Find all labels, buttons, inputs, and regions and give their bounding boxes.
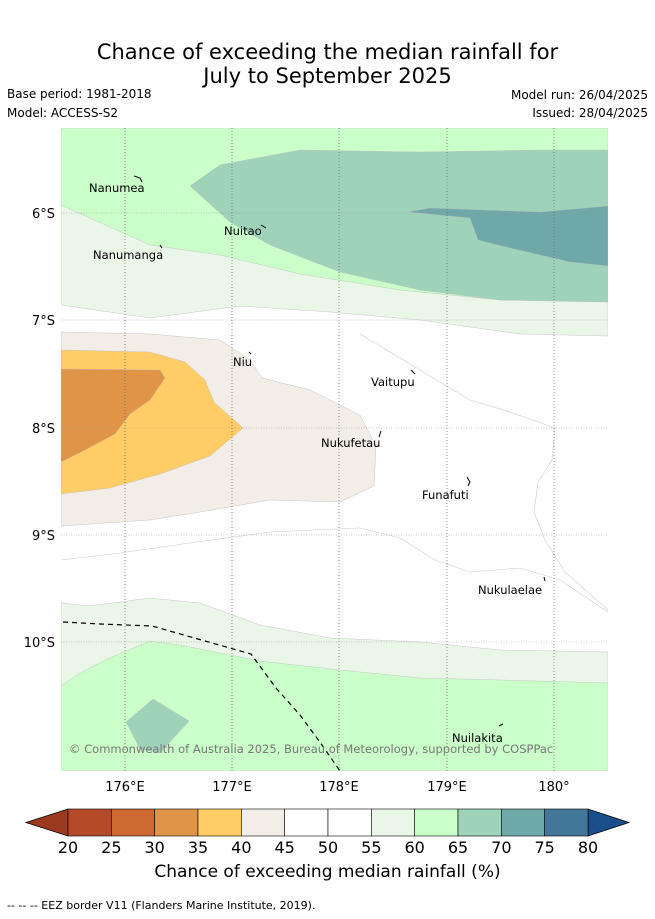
label-funafuti: Funafuti — [422, 488, 469, 502]
lon-tick-177e: 177°E — [212, 780, 252, 795]
zone-65-70-south — [125, 698, 190, 754]
label-nuitao: Nuitao — [224, 224, 262, 238]
colorbar-tick-label: 65 — [448, 838, 468, 857]
eez-footnote: -- -- -- EEZ border V11 (Flanders Marine… — [7, 899, 316, 912]
zone-45-55-south-contour — [61, 527, 608, 613]
colorbar-tick-label: 35 — [188, 838, 208, 857]
copyright-notice: © Commonwealth of Australia 2025, Bureau… — [69, 742, 553, 756]
colorbar-tick-label: 50 — [318, 838, 338, 857]
colorbar-tick-label: 60 — [404, 838, 424, 857]
colorbar-swatch — [241, 808, 285, 837]
longitude-gridlines — [124, 128, 555, 771]
title-line-2: July to September 2025 — [203, 64, 452, 88]
colorbar-tick-label: 75 — [534, 838, 554, 857]
issued-date: Issued: 28/04/2025 — [532, 106, 648, 120]
lat-tick-6s: 6°S — [32, 207, 55, 222]
colorbar-swatch — [457, 808, 502, 837]
colorbar-swatch — [501, 808, 545, 837]
colorbar-under-arrow — [24, 808, 69, 837]
label-vaitupu: Vaitupu — [371, 375, 415, 389]
latitude-gridlines — [61, 212, 608, 643]
rainfall-map: Nanumea Nuitao Nanumanga Niu Vaitupu Nuk… — [24, 128, 608, 795]
lon-tick-180: 180° — [538, 780, 569, 795]
colorbar-tick-label: 30 — [144, 838, 164, 857]
model-name: Model: ACCESS-S2 — [7, 106, 119, 120]
map-title: Chance of exceeding the median rainfall … — [0, 40, 655, 88]
colorbar-tick-label: 70 — [491, 838, 511, 857]
colorbar-swatch — [371, 808, 415, 837]
lon-tick-179e: 179°E — [427, 780, 467, 795]
zone-60-65-south — [61, 640, 608, 771]
contour-east — [359, 333, 608, 611]
colorbar-group: 20 25 30 35 40 45 50 55 60 65 70 75 80 — [24, 808, 631, 857]
colorbar-swatch — [284, 808, 329, 837]
colorbar-swatch — [154, 808, 199, 837]
label-nuilakita: Nuilakita — [452, 731, 503, 745]
base-period: Base period: 1981-2018 — [7, 87, 152, 101]
zone-70-75-north — [407, 205, 608, 267]
colorbar-tick-label: 80 — [578, 838, 598, 857]
island-shapes — [133, 175, 546, 727]
colorbar-tick-label: 55 — [361, 838, 381, 857]
zone-30-35-west — [61, 368, 166, 463]
label-nukulaelae: Nukulaelae — [478, 583, 542, 597]
eez-border — [62, 621, 341, 771]
colorbar-swatch — [67, 808, 112, 837]
title-line-1: Chance of exceeding the median rainfall … — [96, 40, 559, 64]
map-area: Nanumea Nuitao Nanumanga Niu Vaitupu Nuk… — [61, 128, 608, 771]
colorbar-swatch — [327, 808, 372, 837]
label-nukufetau: Nukufetau — [321, 436, 380, 450]
lat-tick-8s: 8°S — [32, 422, 55, 437]
colorbar-tick-label: 40 — [231, 838, 251, 857]
label-nanumanga: Nanumanga — [93, 248, 163, 262]
colorbar-swatch — [197, 808, 242, 837]
colorbar-label: Chance of exceeding median rainfall (%) — [154, 862, 501, 882]
lat-tick-10s: 10°S — [24, 636, 55, 651]
lat-tick-9s: 9°S — [32, 529, 55, 544]
colorbar: 20 25 30 35 40 45 50 55 60 65 70 75 80 — [24, 808, 631, 857]
lon-tick-176e: 176°E — [105, 780, 145, 795]
colorbar-tick-label: 25 — [101, 838, 121, 857]
colorbar-tick-label: 20 — [58, 838, 78, 857]
colorbar-over-arrow — [587, 808, 631, 837]
colorbar-swatch — [544, 808, 589, 837]
zone-65-70-north — [189, 149, 608, 303]
colorbar-swatch — [111, 808, 155, 837]
colorbar-tick-label: 45 — [274, 838, 294, 857]
colorbar-swatch — [414, 808, 459, 837]
label-niu: Niu — [233, 355, 252, 369]
model-run: Model run: 26/04/2025 — [510, 88, 648, 102]
label-nanumea: Nanumea — [89, 181, 145, 195]
lat-tick-7s: 7°S — [32, 314, 55, 329]
lon-tick-178e: 178°E — [319, 780, 359, 795]
